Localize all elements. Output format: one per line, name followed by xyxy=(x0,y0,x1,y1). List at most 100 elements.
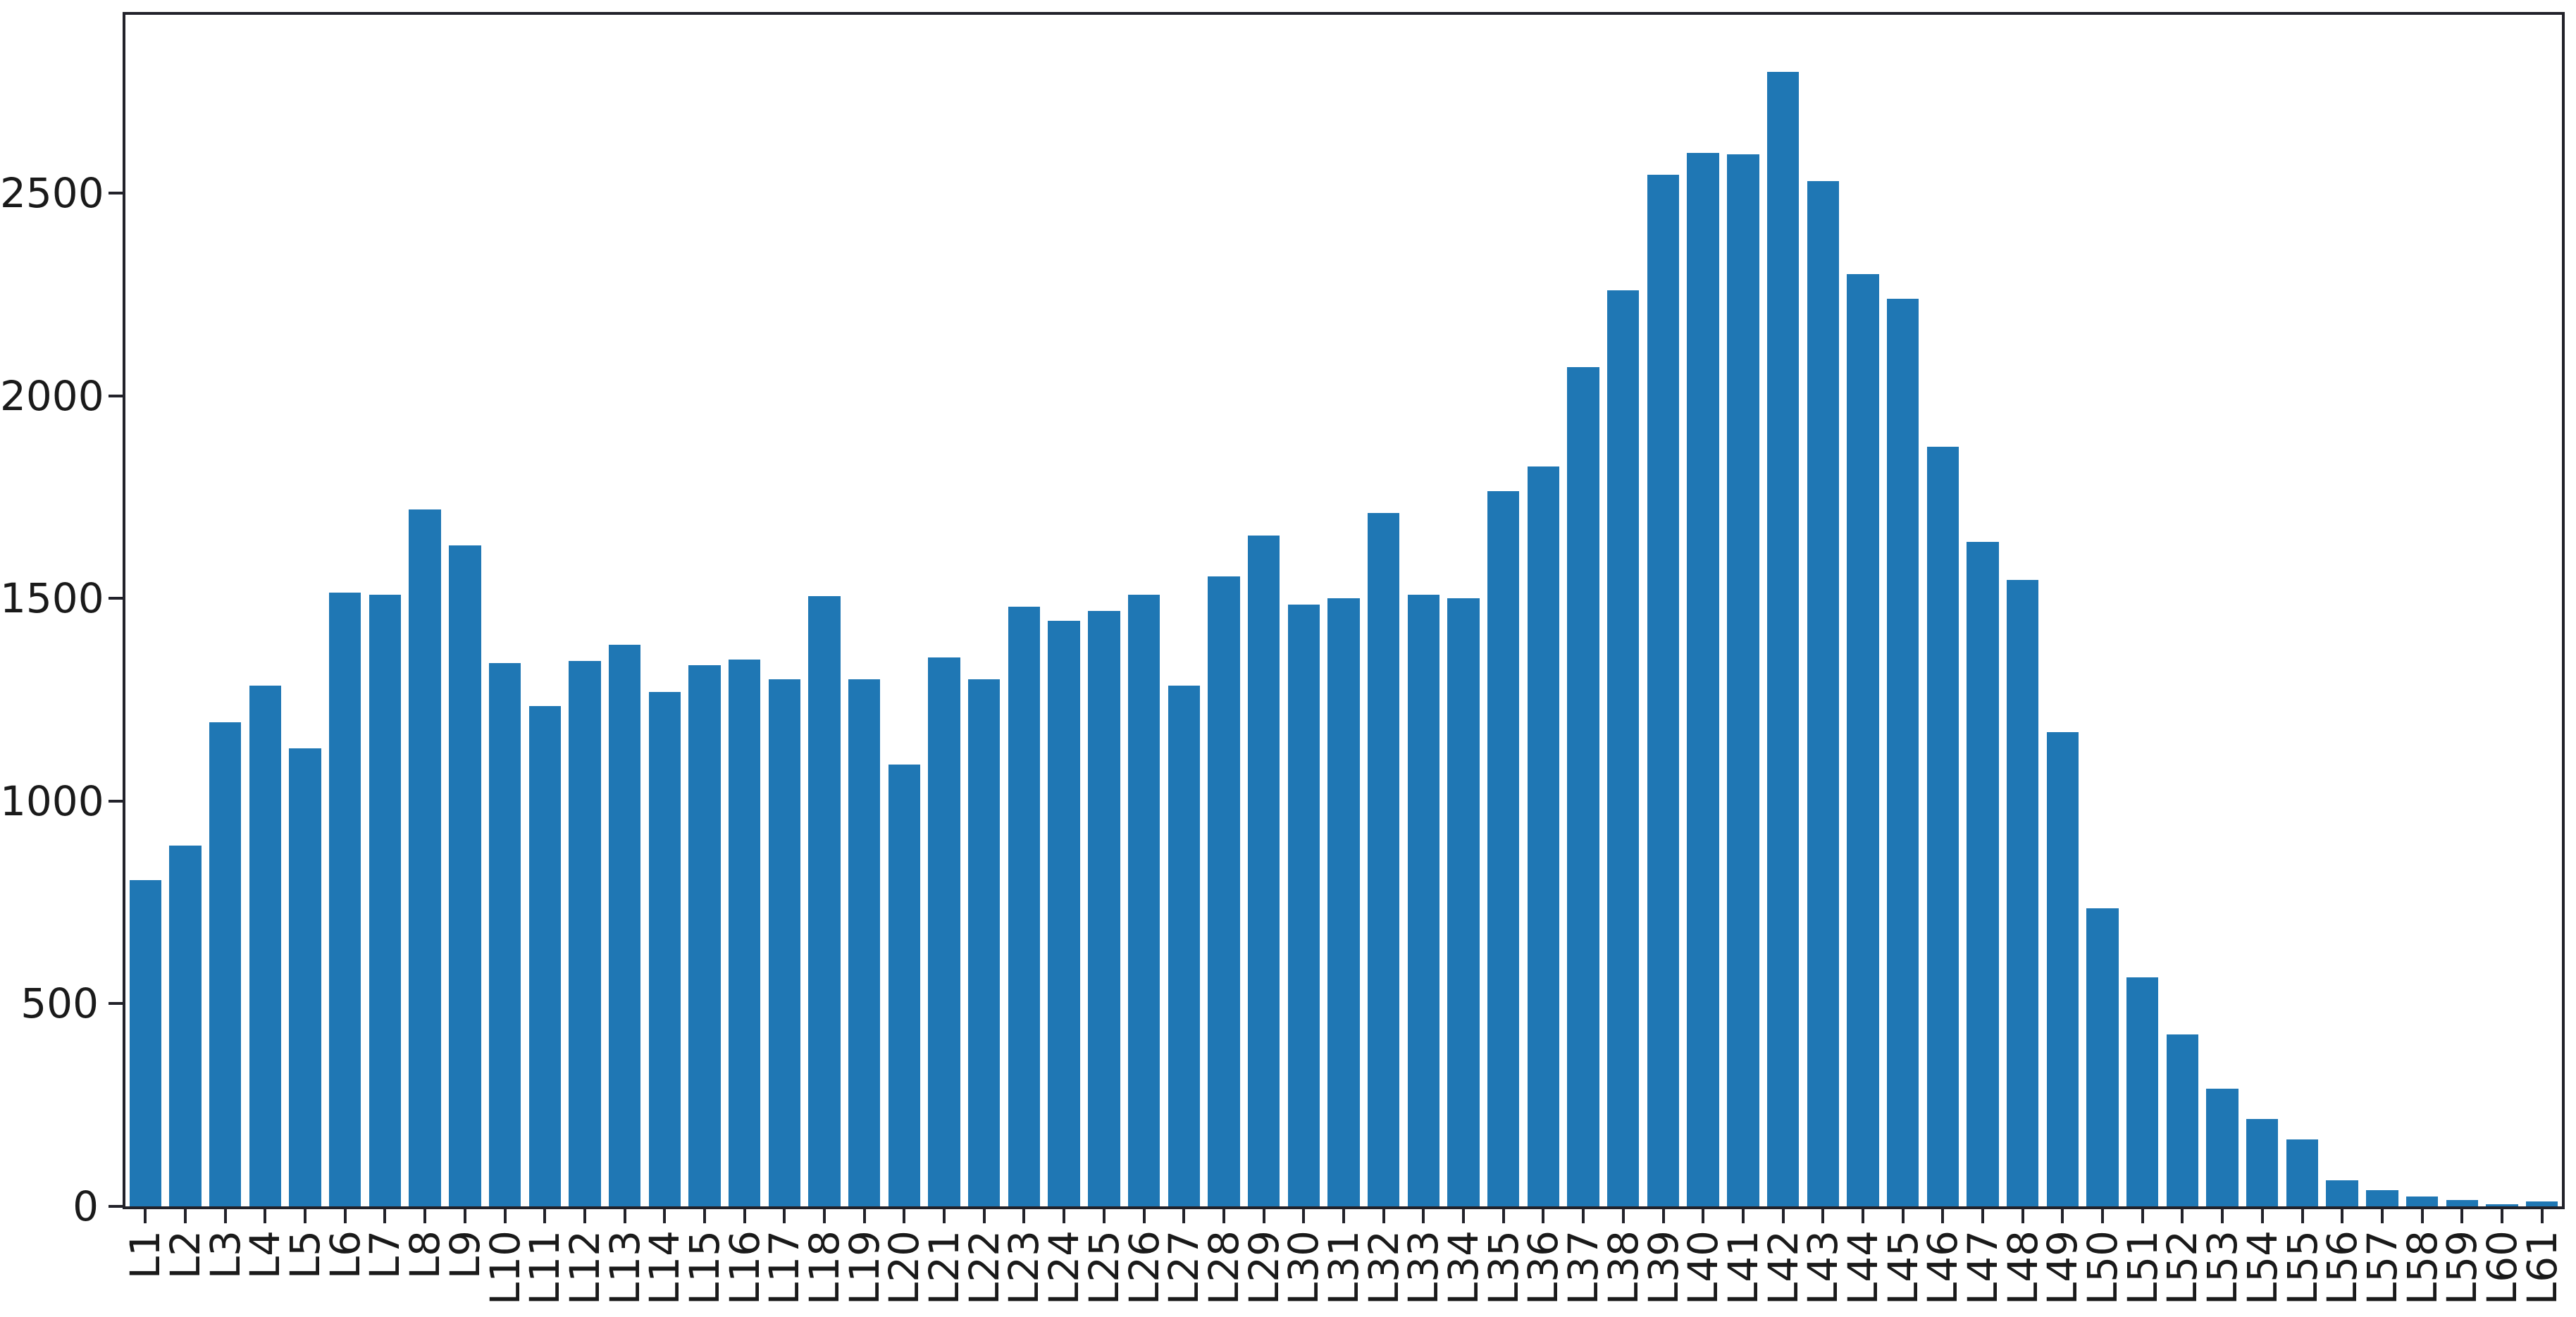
bar-L52 xyxy=(2166,1034,2199,1206)
bar-L47 xyxy=(1967,541,1999,1206)
x-tick-mark-L8 xyxy=(423,1209,427,1223)
bar-L53 xyxy=(2206,1089,2238,1206)
bar-slot-L12 xyxy=(565,15,605,1206)
bar-L23 xyxy=(1008,606,1041,1206)
x-tick-mark-L5 xyxy=(304,1209,307,1223)
bar-slot-L35 xyxy=(1483,15,1523,1206)
bar-L39 xyxy=(1647,175,1680,1206)
bar-slot-L28 xyxy=(1204,15,1244,1206)
bar-slot-L48 xyxy=(2002,15,2043,1206)
bar-L34 xyxy=(1447,598,1480,1206)
bar-L45 xyxy=(1886,298,1919,1206)
bar-L48 xyxy=(2006,580,2039,1206)
bar-slot-L24 xyxy=(1044,15,1084,1206)
bar-L11 xyxy=(528,705,561,1206)
x-tick-mark-L7 xyxy=(383,1209,387,1223)
bar-slot-L38 xyxy=(1603,15,1643,1206)
x-tick-mark-L40 xyxy=(1702,1209,1705,1223)
bar-L12 xyxy=(569,661,601,1206)
bar-L35 xyxy=(1487,490,1520,1206)
bar-slot-L61 xyxy=(2522,15,2562,1206)
x-tick-mark-L41 xyxy=(1741,1209,1745,1223)
bar-slot-L47 xyxy=(1963,15,2003,1206)
bar-slot-L31 xyxy=(1324,15,1364,1206)
bar-slot-L50 xyxy=(2083,15,2123,1206)
bar-L6 xyxy=(329,592,361,1206)
bar-L51 xyxy=(2126,977,2159,1206)
bar-L16 xyxy=(728,659,761,1206)
bar-slot-L44 xyxy=(1843,15,1883,1206)
x-tick-mark-L52 xyxy=(2181,1209,2184,1223)
x-tick-mark-L26 xyxy=(1142,1209,1146,1223)
bar-slot-L57 xyxy=(2363,15,2403,1206)
x-tick-mark-L27 xyxy=(1182,1209,1186,1223)
bar-slot-L37 xyxy=(1563,15,1604,1206)
bar-L50 xyxy=(2086,908,2119,1206)
bar-slot-L4 xyxy=(245,15,285,1206)
x-tick-mark-L59 xyxy=(2460,1209,2464,1223)
x-tick-mark-L15 xyxy=(702,1209,706,1223)
bar-L59 xyxy=(2446,1200,2478,1206)
y-tick-mark-2000 xyxy=(109,394,123,397)
x-tick-mark-L60 xyxy=(2500,1209,2503,1223)
x-tick-mark-L4 xyxy=(264,1209,267,1223)
x-tick-mark-L57 xyxy=(2380,1209,2384,1223)
x-tick-mark-L14 xyxy=(663,1209,667,1223)
bar-slot-L45 xyxy=(1883,15,1923,1206)
bar-slot-L39 xyxy=(1643,15,1683,1206)
x-tick-mark-L36 xyxy=(1542,1209,1545,1223)
x-tick-mark-L38 xyxy=(1621,1209,1625,1223)
x-tick-mark-L42 xyxy=(1781,1209,1785,1223)
x-tick-mark-L32 xyxy=(1382,1209,1385,1223)
y-tick-label-2500: 2500 xyxy=(0,169,104,218)
x-tick-mark-L28 xyxy=(1222,1209,1225,1223)
x-tick-mark-L24 xyxy=(1063,1209,1066,1223)
x-tick-mark-L25 xyxy=(1102,1209,1106,1223)
bar-slot-L14 xyxy=(645,15,685,1206)
bar-slot-L33 xyxy=(1404,15,1444,1206)
x-tick-mark-L10 xyxy=(503,1209,507,1223)
bar-slot-L23 xyxy=(1004,15,1044,1206)
y-tick-label-1000: 1000 xyxy=(0,777,104,825)
x-tick-mark-L18 xyxy=(823,1209,826,1223)
bar-slot-L54 xyxy=(2242,15,2282,1206)
x-tick-mark-L23 xyxy=(1022,1209,1026,1223)
x-tick-mark-L39 xyxy=(1661,1209,1665,1223)
bar-slot-L26 xyxy=(1124,15,1164,1206)
bar-slot-L30 xyxy=(1284,15,1324,1206)
bar-L13 xyxy=(608,645,641,1206)
bar-L28 xyxy=(1208,576,1240,1206)
x-tick-mark-L22 xyxy=(982,1209,986,1223)
bar-slot-L9 xyxy=(445,15,485,1206)
x-tick-mark-L9 xyxy=(463,1209,466,1223)
bar-slot-L17 xyxy=(764,15,805,1206)
bar-L24 xyxy=(1048,620,1080,1206)
x-tick-mark-L37 xyxy=(1582,1209,1585,1223)
bar-slot-L56 xyxy=(2322,15,2363,1206)
bar-slot-L32 xyxy=(1363,15,1404,1206)
x-tick-mark-L29 xyxy=(1262,1209,1265,1223)
x-tick-mark-L58 xyxy=(2420,1209,2424,1223)
x-tick-mark-L17 xyxy=(783,1209,786,1223)
bar-L3 xyxy=(209,722,242,1206)
bar-L57 xyxy=(2366,1190,2398,1206)
bar-slot-L40 xyxy=(1683,15,1723,1206)
bar-L33 xyxy=(1407,594,1440,1206)
bar-L14 xyxy=(648,691,681,1206)
bar-slot-L36 xyxy=(1523,15,1563,1206)
x-tick-mark-L31 xyxy=(1342,1209,1345,1223)
bar-L36 xyxy=(1527,466,1560,1206)
bar-L25 xyxy=(1088,610,1120,1206)
bar-L32 xyxy=(1367,513,1400,1206)
bar-L30 xyxy=(1287,604,1320,1206)
x-tick-mark-L33 xyxy=(1422,1209,1425,1223)
x-tick-mark-L61 xyxy=(2540,1209,2544,1223)
y-tick-mark-2500 xyxy=(109,192,123,195)
bar-slot-L27 xyxy=(1164,15,1204,1206)
bar-slot-L25 xyxy=(1084,15,1125,1206)
x-tick-mark-L35 xyxy=(1501,1209,1505,1223)
x-tick-mark-L6 xyxy=(343,1209,347,1223)
bar-L10 xyxy=(488,663,521,1206)
bar-L31 xyxy=(1327,598,1360,1206)
bar-slot-L3 xyxy=(205,15,245,1206)
